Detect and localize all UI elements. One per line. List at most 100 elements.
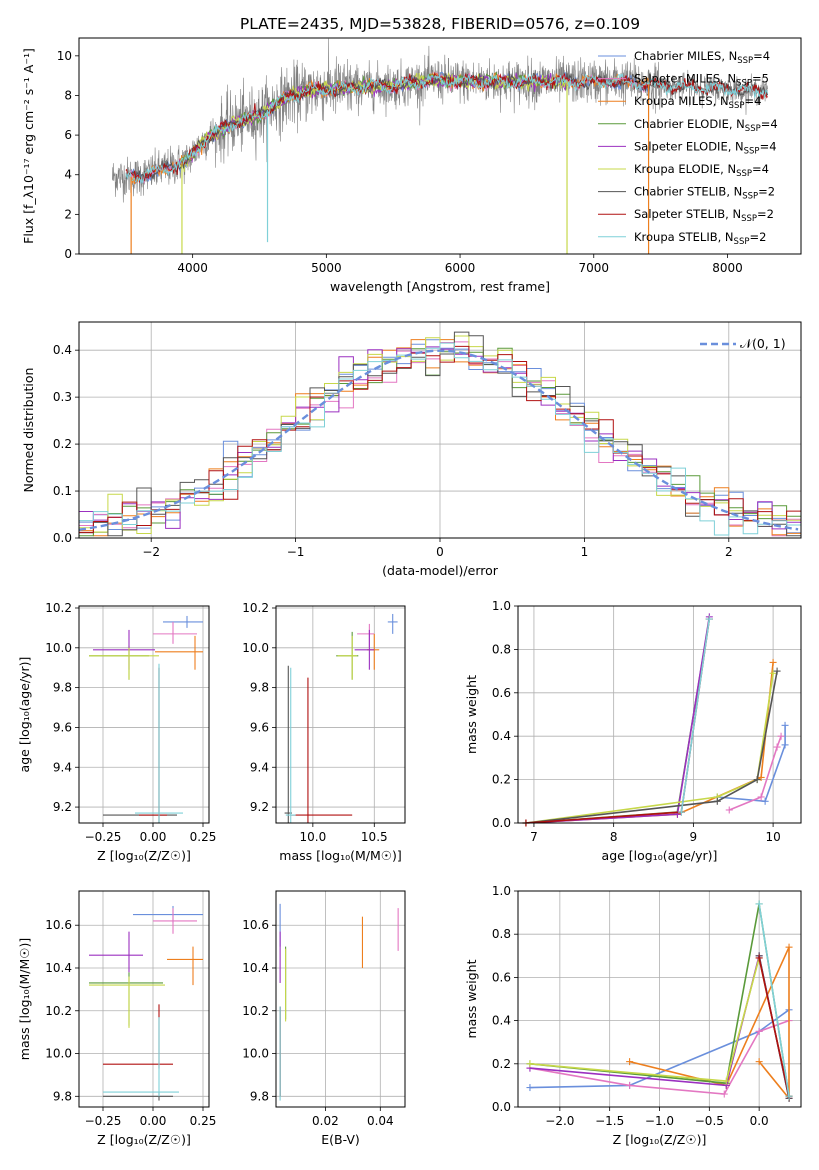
y-tick-label: 0.4 (492, 1014, 511, 1028)
x-tick-label: 0.25 (190, 1114, 217, 1128)
x-tick-label: 6000 (445, 261, 476, 275)
y-tick-label: 10.2 (242, 601, 269, 615)
legend-post: =2 (757, 207, 774, 221)
legend-label-kroupa_elodie: Kroupa ELODIE, NSSP=4 (634, 162, 769, 179)
legend-text: Chabrier MILES, N (634, 49, 737, 63)
legend-post: =2 (758, 185, 775, 199)
x-tick-label: −1.5 (595, 1114, 624, 1128)
y-tick-label: 10.0 (45, 641, 72, 655)
x-tick-label: −2.0 (545, 1114, 574, 1128)
y-tick-label: 0.0 (53, 531, 72, 545)
y-tick-label: 9.4 (53, 760, 72, 774)
legend-post: =4 (744, 94, 761, 108)
weight-line-kroupa_elodie (525, 673, 774, 823)
legend-sub: SSP (745, 124, 761, 134)
legend-sub: SSP (744, 146, 760, 156)
x-tick-label: 8 (610, 830, 618, 844)
x-tick-label: 0.0 (750, 1114, 769, 1128)
weight-line-chabrier_miles (529, 1009, 790, 1089)
y-tick-label: 0.2 (492, 1057, 511, 1071)
y-axis-label: Normed distribution (21, 368, 36, 493)
axes-frame (78, 890, 210, 1108)
y-tick-label: 10 (57, 49, 72, 63)
x-tick-label: −1.0 (645, 1114, 674, 1128)
x-axis-label: mass [log₁₀(M/M☉)] (279, 848, 401, 863)
weight-line-salpeter_elodie (525, 616, 711, 823)
y-tick-label: 0.4 (53, 343, 72, 357)
y-tick-label: 2 (64, 207, 72, 221)
x-tick-label: −0.25 (85, 830, 122, 844)
x-tick-label: 5000 (311, 261, 342, 275)
x-axis-label: wavelength [Angstrom, rest frame] (330, 279, 550, 294)
spectrum-panel: 4000 5000 6000 7000 8000 0 2 4 6 8 10 wavelength [A… (21, 37, 802, 294)
legend-sub: SSP (736, 169, 752, 179)
y-tick-label: 10.2 (45, 601, 72, 615)
x-tick-label: 0.04 (367, 1114, 394, 1128)
y-axis-label: mass [log₁₀(M/M☉)] (17, 938, 32, 1060)
y-tick-label: 6 (64, 128, 72, 142)
axes-frame (275, 605, 406, 824)
legend-label-kroupa_stelib: Kroupa STELIB, NSSP=2 (634, 230, 766, 247)
y-tick-label: 10.0 (242, 641, 269, 655)
x-tick-label: 7 (530, 830, 538, 844)
histogram-chabrier_stelib (79, 331, 801, 538)
axes-frame (78, 37, 802, 255)
x-tick-label: 0.25 (190, 830, 217, 844)
y-tick-label: 9.6 (53, 720, 72, 734)
y-tick-label: 1.0 (492, 884, 511, 898)
weight-line-salpeter_miles (728, 735, 782, 811)
y-tick-label: 9.6 (250, 720, 269, 734)
legend-label-chabrier_stelib: Chabrier STELIB, NSSP=2 (634, 185, 775, 202)
y-tick-label: 10.6 (242, 918, 269, 932)
legend-post: =4 (753, 49, 770, 63)
weight-line-chabrier_stelib (525, 670, 778, 823)
y-tick-label: 10.2 (45, 1004, 72, 1018)
weight_vs_Z-panel: −2.0 −1.5 −1.0 −0.5 0.0 0.0 0.2 0.4 0.6 0.8 1.0 Z [… (464, 884, 802, 1147)
x-axis-label: Z [log₁₀(Z/Z☉)] (97, 1132, 191, 1147)
spectrum-model-chabrier_stelib (125, 71, 769, 181)
x-tick-label: 10.0 (299, 830, 326, 844)
legend-text: Chabrier ELODIE, N (634, 117, 745, 131)
legend-text: Kroupa STELIB, N (634, 230, 734, 244)
legend-post: =5 (752, 72, 769, 86)
x-tick-label: 2 (725, 545, 733, 559)
legend-post: =2 (749, 230, 766, 244)
weight-line-kroupa_stelib (758, 903, 790, 1097)
normal-curve (79, 349, 799, 531)
legend-sub: SSP (742, 192, 758, 202)
y-tick-label: 8 (64, 88, 72, 102)
y-tick-label: 0.6 (492, 686, 511, 700)
y-axis-label: Flux [f_λ10⁻¹⁷ erg cm⁻² s⁻¹ A⁻¹] (21, 48, 36, 244)
y-tick-label: 10.2 (242, 1004, 269, 1018)
legend-post: =4 (761, 117, 778, 131)
weight-line-kroupa_stelib (680, 618, 711, 813)
legend-text: Salpeter ELODIE, N (634, 139, 744, 153)
axes-frame (78, 605, 210, 824)
x-axis-label: E(B-V) (321, 1132, 360, 1147)
histogram-kroupa_stelib (79, 342, 801, 538)
x-tick-label: 0 (436, 545, 444, 559)
legend-post: =4 (752, 162, 769, 176)
age_vs_mass-panel: 10.0 10.5 9.2 9.4 9.6 9.8 10.0 10.2 mass [log₁₀(… (242, 601, 406, 863)
x-tick-label: −2 (142, 545, 160, 559)
y-tick-label: 9.8 (250, 1089, 269, 1103)
x-axis-label: (data-model)/error (382, 563, 499, 578)
x-tick-label: 9 (690, 830, 698, 844)
legend-post: =4 (760, 139, 777, 153)
mass_vs_EBV-panel: 0.02 0.04 9.8 10.0 10.2 10.4 10.6 E(B-V) (242, 890, 406, 1147)
legend-label-chabrier_elodie: Chabrier ELODIE, NSSP=4 (634, 117, 778, 134)
legend-label-kroupa_miles: Kroupa MILES, NSSP=4 (634, 94, 761, 111)
x-tick-label: 0.02 (312, 1114, 339, 1128)
y-tick-label: 0.3 (53, 390, 72, 404)
y-tick-label: 9.2 (250, 800, 269, 814)
legend-label-salpeter_miles: Salpeter MILES, NSSP=5 (634, 72, 769, 89)
x-axis-label: Z [log₁₀(Z/Z☉)] (97, 848, 191, 863)
y-tick-label: 10.6 (45, 918, 72, 932)
y-tick-label: 10.4 (45, 961, 72, 975)
y-tick-label: 0.8 (492, 927, 511, 941)
x-tick-label: 10 (765, 830, 780, 844)
legend-label-chabrier_miles: Chabrier MILES, NSSP=4 (634, 49, 770, 66)
legend-sub: SSP (741, 214, 757, 224)
y-tick-label: 0.6 (492, 970, 511, 984)
